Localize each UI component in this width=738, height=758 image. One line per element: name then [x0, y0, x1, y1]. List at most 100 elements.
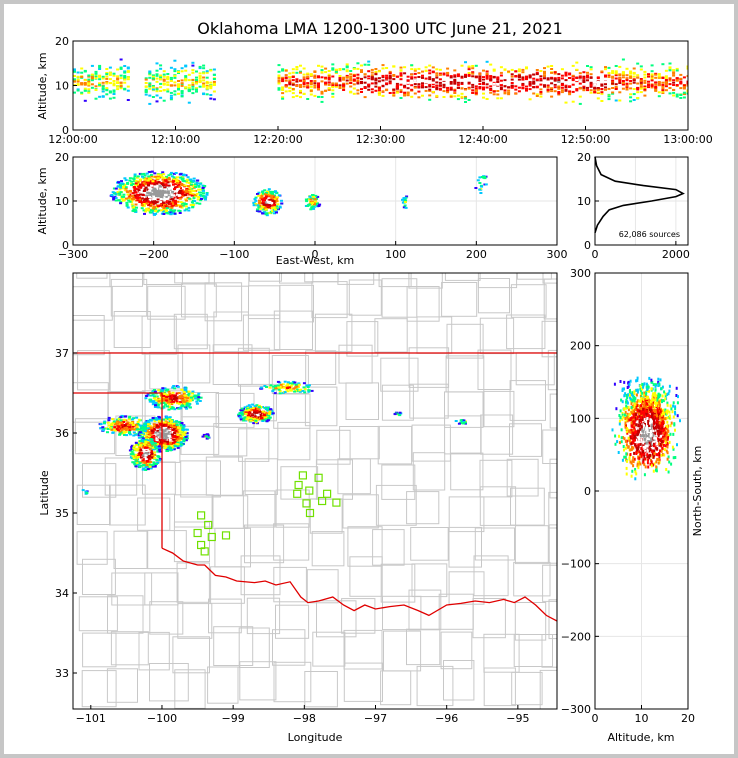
- ew-altitude-pixel: [181, 195, 185, 198]
- time-altitude-pixel: [460, 87, 464, 90]
- ew-altitude-pixel: [267, 196, 271, 199]
- ew-altitude-pixel: [478, 188, 482, 191]
- plan-view-pixel: [165, 396, 169, 398]
- time-altitude-pixel: [589, 85, 593, 88]
- plan-view-xtick-label: −99: [222, 712, 245, 725]
- time-altitude-pixel: [320, 71, 324, 74]
- time-altitude-pixel: [460, 75, 464, 78]
- ew-altitude-pixel: [181, 176, 185, 178]
- ew-altitude-pixel: [167, 184, 171, 187]
- plan-view-pixel: [173, 408, 177, 411]
- time-altitude-pixel: [388, 80, 392, 83]
- time-altitude-pixel: [578, 75, 582, 78]
- time-altitude-pixel: [101, 87, 105, 90]
- plan-view-pixel: [185, 428, 189, 431]
- time-altitude-pixel: [661, 81, 665, 84]
- time-altitude-pixel: [381, 80, 385, 83]
- plan-view-pixel: [183, 389, 187, 392]
- county-outline: [82, 558, 116, 595]
- time-altitude-pixel: [291, 96, 295, 99]
- ew-altitude-pixel: [171, 188, 175, 191]
- time-altitude-pixel: [87, 78, 91, 81]
- ew-altitude-pixel: [188, 197, 192, 200]
- time-altitude-ytick-label: 0: [62, 124, 69, 137]
- plan-view-pixel: [162, 418, 165, 421]
- county-outline: [509, 380, 547, 421]
- time-altitude-pixel: [629, 93, 633, 96]
- plan-view-pixel: [164, 402, 168, 405]
- time-altitude-pixel: [342, 76, 346, 79]
- time-altitude-pixel: [647, 86, 650, 89]
- time-altitude-pixel: [162, 83, 166, 85]
- ew-altitude-pixel: [180, 183, 184, 185]
- county-outline: [411, 563, 448, 598]
- county-outline: [483, 667, 516, 707]
- ew-altitude-pixel: [142, 177, 146, 180]
- time-altitude-pixel: [431, 81, 435, 84]
- county-outline: [348, 279, 382, 316]
- plan-view-pixel: [181, 399, 185, 402]
- time-altitude-pixel: [381, 85, 385, 88]
- time-altitude-pixel: [105, 68, 109, 70]
- ew-altitude-pixel: [144, 210, 148, 213]
- time-altitude-pixel: [503, 92, 507, 95]
- time-altitude-pixel: [485, 74, 489, 77]
- ew-altitude-pixel: [312, 207, 315, 210]
- plan-view-pixel: [175, 431, 179, 433]
- time-altitude-pixel: [338, 84, 342, 87]
- county-outline: [343, 662, 383, 702]
- plan-view-pixel: [175, 436, 179, 439]
- time-altitude-pixel: [356, 89, 360, 92]
- ew-altitude-ytick-label: 0: [62, 239, 69, 252]
- plan-view-pixel: [142, 450, 146, 453]
- time-altitude-pixel: [331, 82, 335, 85]
- time-altitude-pixel: [621, 72, 625, 75]
- plan-view-pixel: [131, 461, 135, 464]
- time-altitude-pixel: [582, 81, 586, 83]
- plan-view-pixel: [130, 450, 134, 453]
- time-altitude-pixel: [392, 74, 396, 76]
- plan-view-pixel: [140, 452, 144, 455]
- time-altitude-pixel: [467, 87, 471, 90]
- time-altitude-pixel: [126, 67, 130, 70]
- ew-altitude-pixel: [171, 190, 175, 193]
- time-altitude-pixel: [399, 78, 403, 81]
- ew-altitude-pixel: [184, 198, 188, 201]
- time-altitude-pixel: [191, 88, 195, 91]
- time-altitude-pixel: [281, 68, 285, 71]
- plan-view-pixel: [146, 468, 150, 471]
- plan-view-pixel: [166, 442, 170, 445]
- plan-view-pixel: [170, 422, 173, 425]
- time-altitude-pixel: [446, 91, 450, 94]
- plan-view-pixel: [188, 398, 192, 401]
- time-altitude-pixel: [539, 75, 543, 78]
- time-altitude-pixel: [471, 79, 475, 81]
- ew-altitude-pixel: [142, 201, 146, 203]
- ew-altitude-pixel: [140, 173, 144, 176]
- plan-view-pixel: [270, 412, 274, 415]
- time-altitude-pixel: [438, 84, 442, 87]
- county-outline: [271, 355, 309, 394]
- time-altitude-pixel: [148, 87, 152, 90]
- ew-altitude-pixel: [133, 183, 137, 186]
- time-altitude-pixel: [101, 75, 105, 78]
- ew-altitude-pixel: [194, 195, 198, 198]
- ew-altitude-pixel: [177, 209, 181, 212]
- time-altitude-pixel: [98, 82, 102, 85]
- time-altitude-pixel: [159, 90, 163, 92]
- ew-altitude-pixel: [130, 180, 134, 183]
- plan-view-pixel: [283, 380, 287, 383]
- time-altitude-ytick-label: 10: [55, 80, 69, 93]
- time-altitude-pixel: [686, 91, 688, 94]
- time-altitude-pixel: [148, 85, 152, 88]
- county-outline: [477, 349, 512, 391]
- plan-view-pixel: [245, 407, 249, 410]
- time-altitude-pixel: [90, 83, 94, 86]
- time-altitude-pixel: [374, 68, 378, 70]
- lma-station-marker: [314, 473, 323, 482]
- time-altitude-pixel: [489, 87, 493, 90]
- plan-view-pixel: [170, 394, 173, 397]
- time-altitude-pixel: [575, 79, 579, 82]
- time-altitude-pixel: [119, 85, 123, 88]
- time-altitude-pixel: [410, 73, 414, 76]
